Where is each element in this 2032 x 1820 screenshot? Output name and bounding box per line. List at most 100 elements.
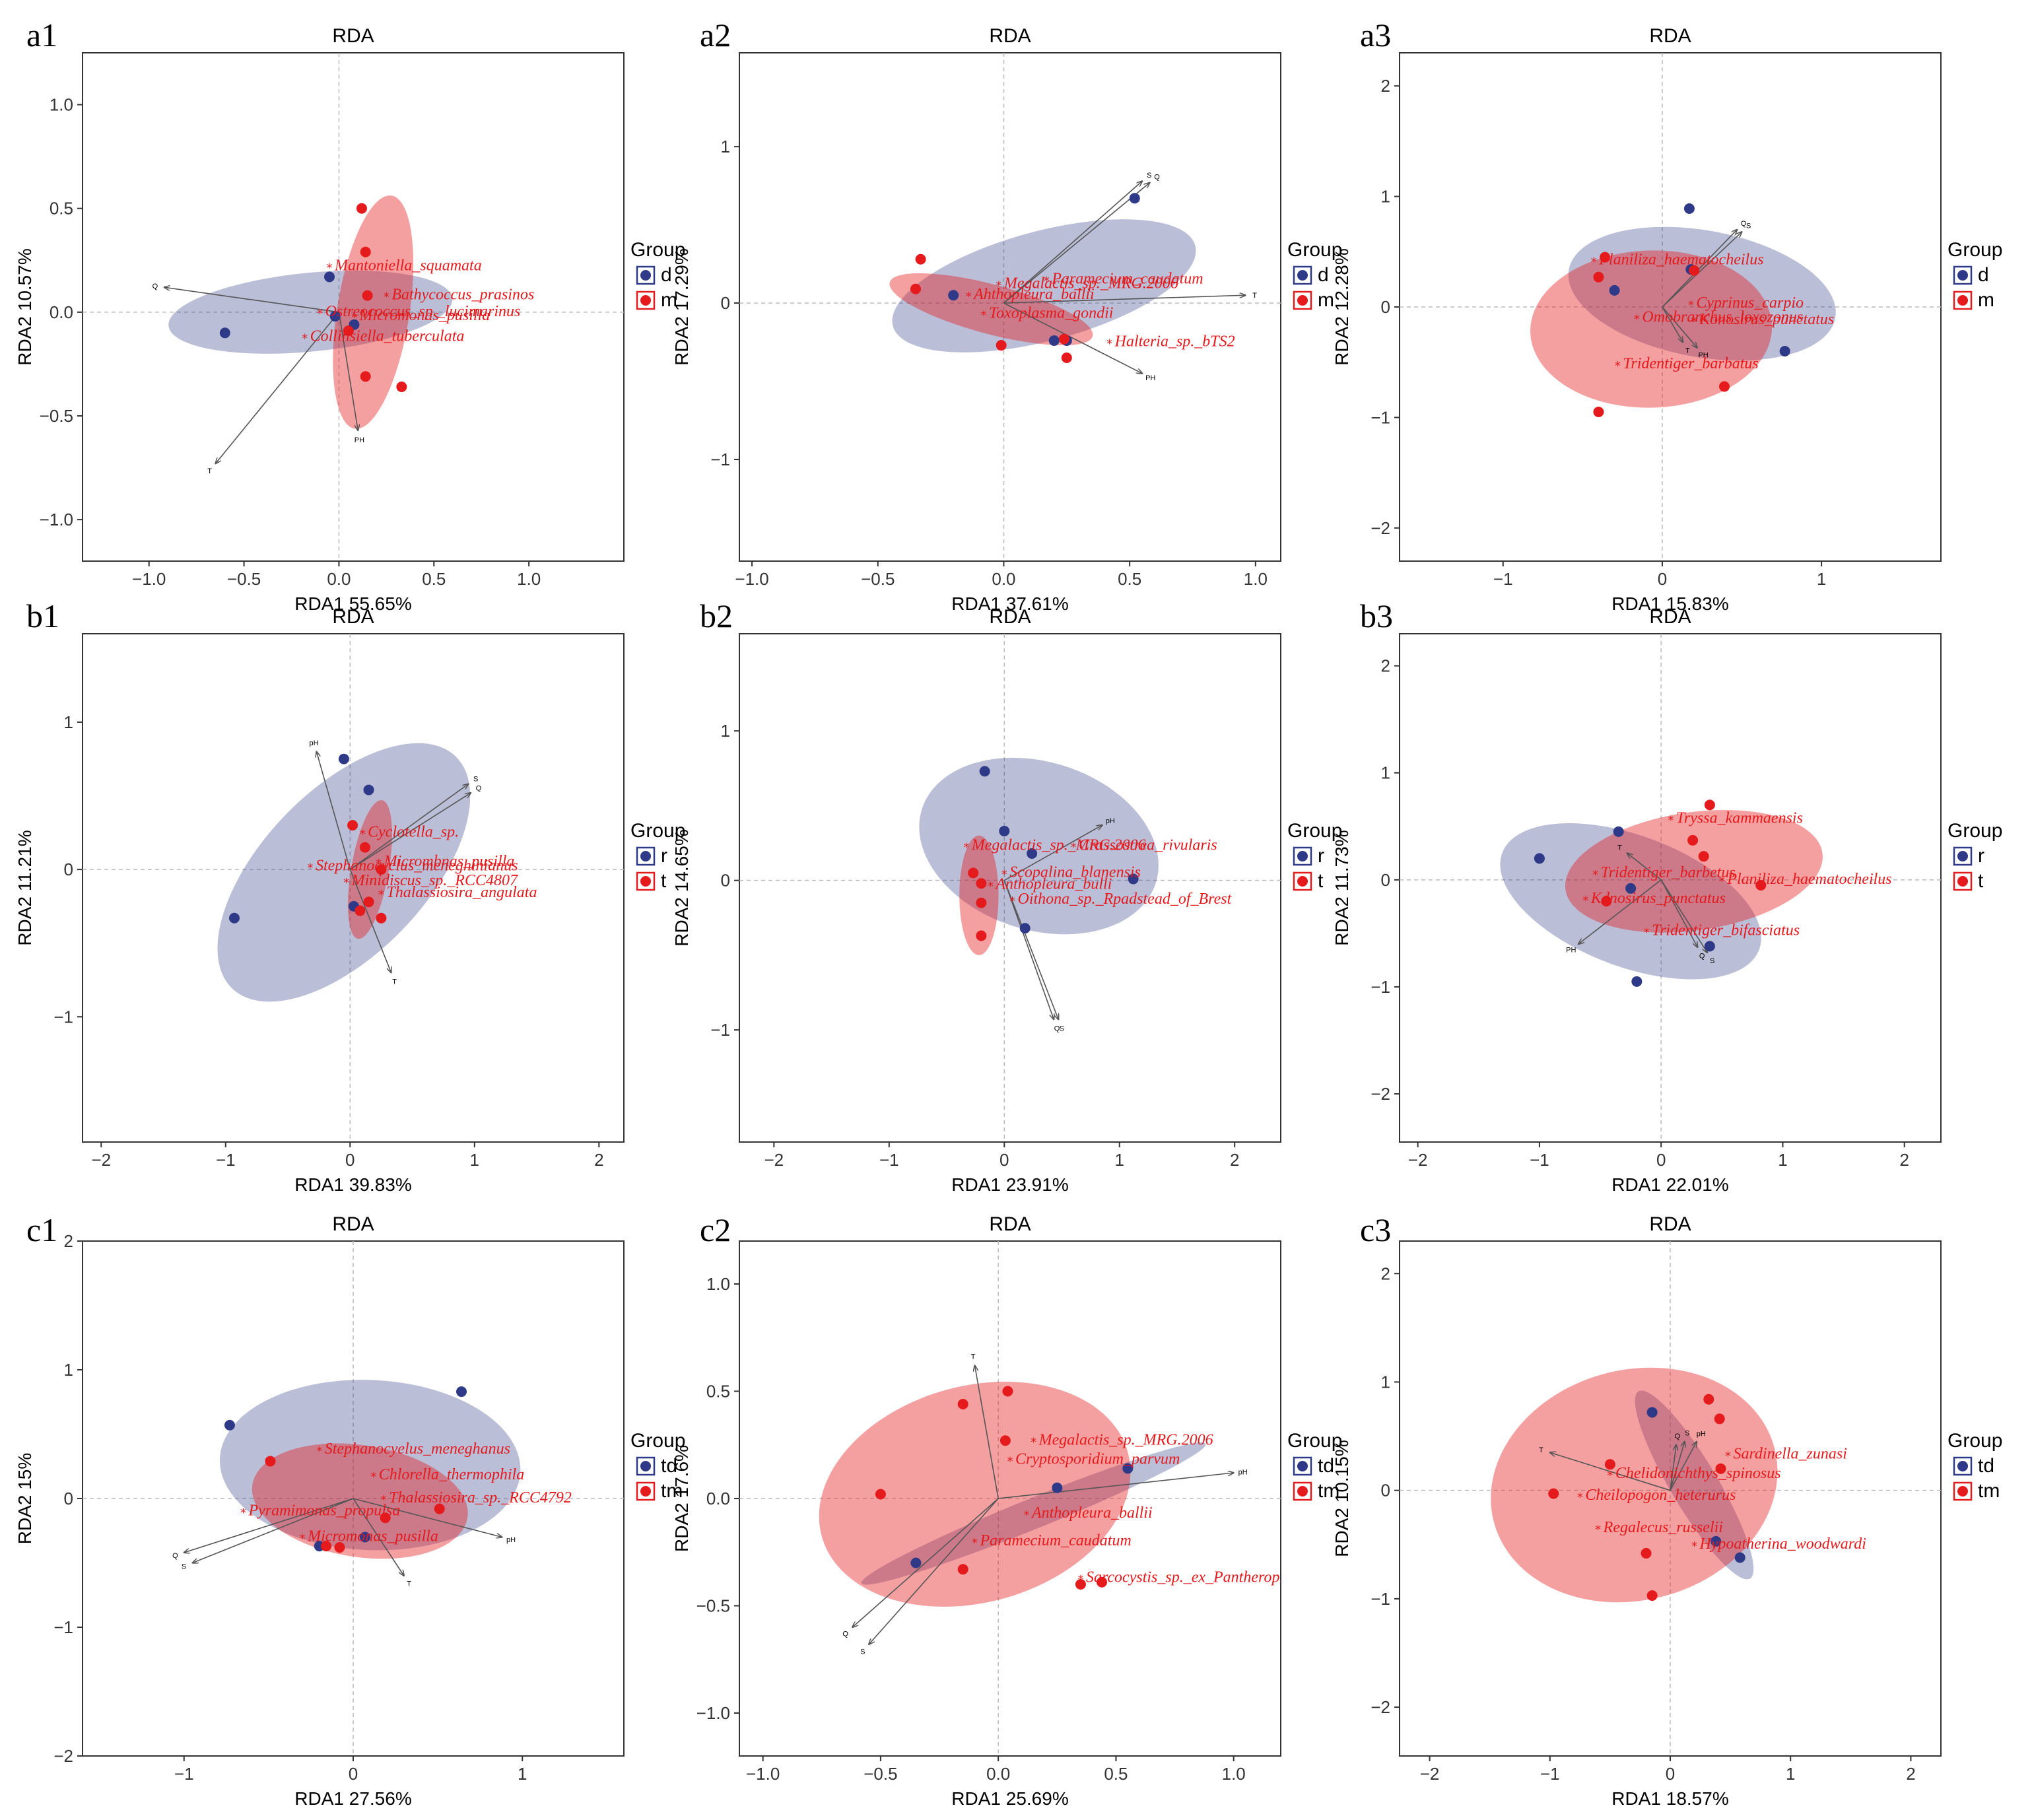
legend-key-dot (640, 1486, 651, 1497)
env-arrow-pH (1670, 1442, 1697, 1491)
species-label: Anthopleura_bulli (994, 875, 1112, 893)
env-arrow-T (975, 1366, 999, 1499)
legend-key-box (1953, 265, 1973, 285)
species-label: Micromonas_pusilla (358, 307, 490, 324)
legend-key-dot (640, 1461, 651, 1471)
legend-label: tm (1318, 1480, 1339, 1502)
legend-key-dot (1297, 270, 1308, 281)
species-label: Stephanocyclus_meneghinianus (316, 858, 518, 875)
species-label: Thalassiosira_sp._RCC4792 (389, 1489, 572, 1506)
env-label: S (1746, 222, 1751, 230)
species-marker: * (360, 827, 366, 841)
chart-title: RDA (1649, 25, 1691, 47)
species-marker: * (1691, 315, 1697, 329)
y-axis-label: RDA2 17.6% (671, 1445, 692, 1552)
env-arrow-Q (1670, 1445, 1676, 1491)
sample-point-t (976, 878, 987, 889)
species-label: Ostreococcus_sp._lucimarinus (325, 303, 521, 320)
x-tick-label: 2 (1230, 1150, 1239, 1170)
env-arrow-Q (1003, 183, 1149, 304)
sample-point-t (355, 905, 366, 916)
x-tick-label: 0.0 (986, 1764, 1010, 1784)
species-marker: * (1070, 841, 1076, 855)
x-tick-label: 0 (1666, 1764, 1675, 1784)
y-tick-label: −1.0 (40, 510, 73, 529)
chart-title: RDA (332, 25, 374, 47)
species-label: Megalactis_sp._MRG.2006 (1003, 275, 1178, 292)
x-axis-label: RDA1 37.61% (951, 593, 1068, 614)
legend-title: Group (1947, 1430, 2002, 1452)
sample-point-d (324, 271, 335, 283)
sample-point-r (1019, 923, 1031, 934)
species-label: Anthopleura_ballii (1031, 1504, 1153, 1522)
species-label: Cyclotella_sp. (368, 823, 459, 840)
sample-point-t (1755, 879, 1767, 891)
x-tick-label: −0.5 (861, 569, 895, 589)
x-tick-label: −1 (1530, 1150, 1549, 1170)
sample-point-t (376, 912, 387, 924)
y-tick-label: 1.0 (706, 1274, 730, 1294)
sample-point-d (329, 311, 341, 322)
x-tick-label: −1 (174, 1764, 194, 1784)
sample-point-t (976, 897, 987, 908)
sample-point-r (338, 753, 349, 764)
sample-point-tm (1075, 1579, 1086, 1590)
sample-point-r (1625, 883, 1637, 894)
sample-point-d (1683, 203, 1695, 215)
species-label: Paramecium_caudatum (980, 1532, 1132, 1549)
env-arrow-T (353, 1498, 404, 1576)
x-tick-label: 1 (1115, 1150, 1124, 1170)
species-marker: * (1582, 894, 1588, 908)
x-tick-label: 1 (1778, 1150, 1787, 1170)
env-arrow-Q (852, 1498, 999, 1627)
y-tick-label: 1 (64, 712, 73, 732)
y-axis-label: RDA2 12.28% (1332, 248, 1352, 365)
species-label: Chelidonichthys_spinosus (1615, 1465, 1781, 1482)
env-label: PH (1145, 374, 1155, 382)
y-tick-label: −2 (1371, 518, 1390, 538)
x-tick-label: 0.5 (1118, 569, 1141, 589)
env-arrow-T (1550, 1452, 1671, 1491)
x-tick-label: 1 (470, 1150, 479, 1170)
env-label: S (1710, 957, 1714, 965)
y-tick-label: −2 (53, 1746, 73, 1766)
legend-title: Group (1287, 820, 1342, 842)
sample-point-m (1600, 252, 1611, 263)
sample-point-tm (1703, 1394, 1714, 1405)
y-axis-label: RDA2 15% (15, 1453, 35, 1545)
species-label: Stephanocyelus_meneghanus (325, 1440, 510, 1458)
sample-point-tm (334, 1542, 345, 1553)
y-tick-label: 2 (1381, 1264, 1390, 1283)
sample-point-r (363, 784, 374, 795)
species-label: Cryptosporidium_parvum (1015, 1451, 1180, 1468)
y-tick-label: 0 (721, 871, 730, 891)
legend-label: tm (1978, 1480, 2000, 1502)
env-label: S (1685, 1429, 1689, 1437)
x-tick-label: 1.0 (1222, 1764, 1246, 1784)
species-label: Megalactis_sp._MRG.2006 (971, 837, 1146, 854)
env-arrow-pH (1003, 825, 1102, 881)
env-label: T (1539, 1446, 1543, 1454)
legend-label: t (1318, 870, 1324, 892)
x-tick-label: 0.0 (327, 569, 351, 589)
species-label: Planiliza_haematocheilus (1726, 871, 1891, 888)
sample-point-td (1122, 1463, 1134, 1474)
plot-frame (1399, 633, 1942, 1143)
env-arrow-Q (1662, 230, 1737, 308)
sample-point-r (979, 766, 990, 777)
group-ellipse-t (959, 836, 998, 955)
species-marker: * (1615, 359, 1621, 373)
species-label: Oithona_sp._Rpadstead_of_Brest (1017, 891, 1232, 908)
sample-point-m (356, 203, 367, 214)
plot-frame (739, 52, 1281, 562)
legend-key-dot (1297, 1461, 1308, 1471)
y-tick-label: −1 (53, 1007, 73, 1027)
env-arrow-S (349, 784, 468, 870)
sample-point-m (1689, 265, 1700, 276)
sample-point-td (456, 1386, 467, 1398)
